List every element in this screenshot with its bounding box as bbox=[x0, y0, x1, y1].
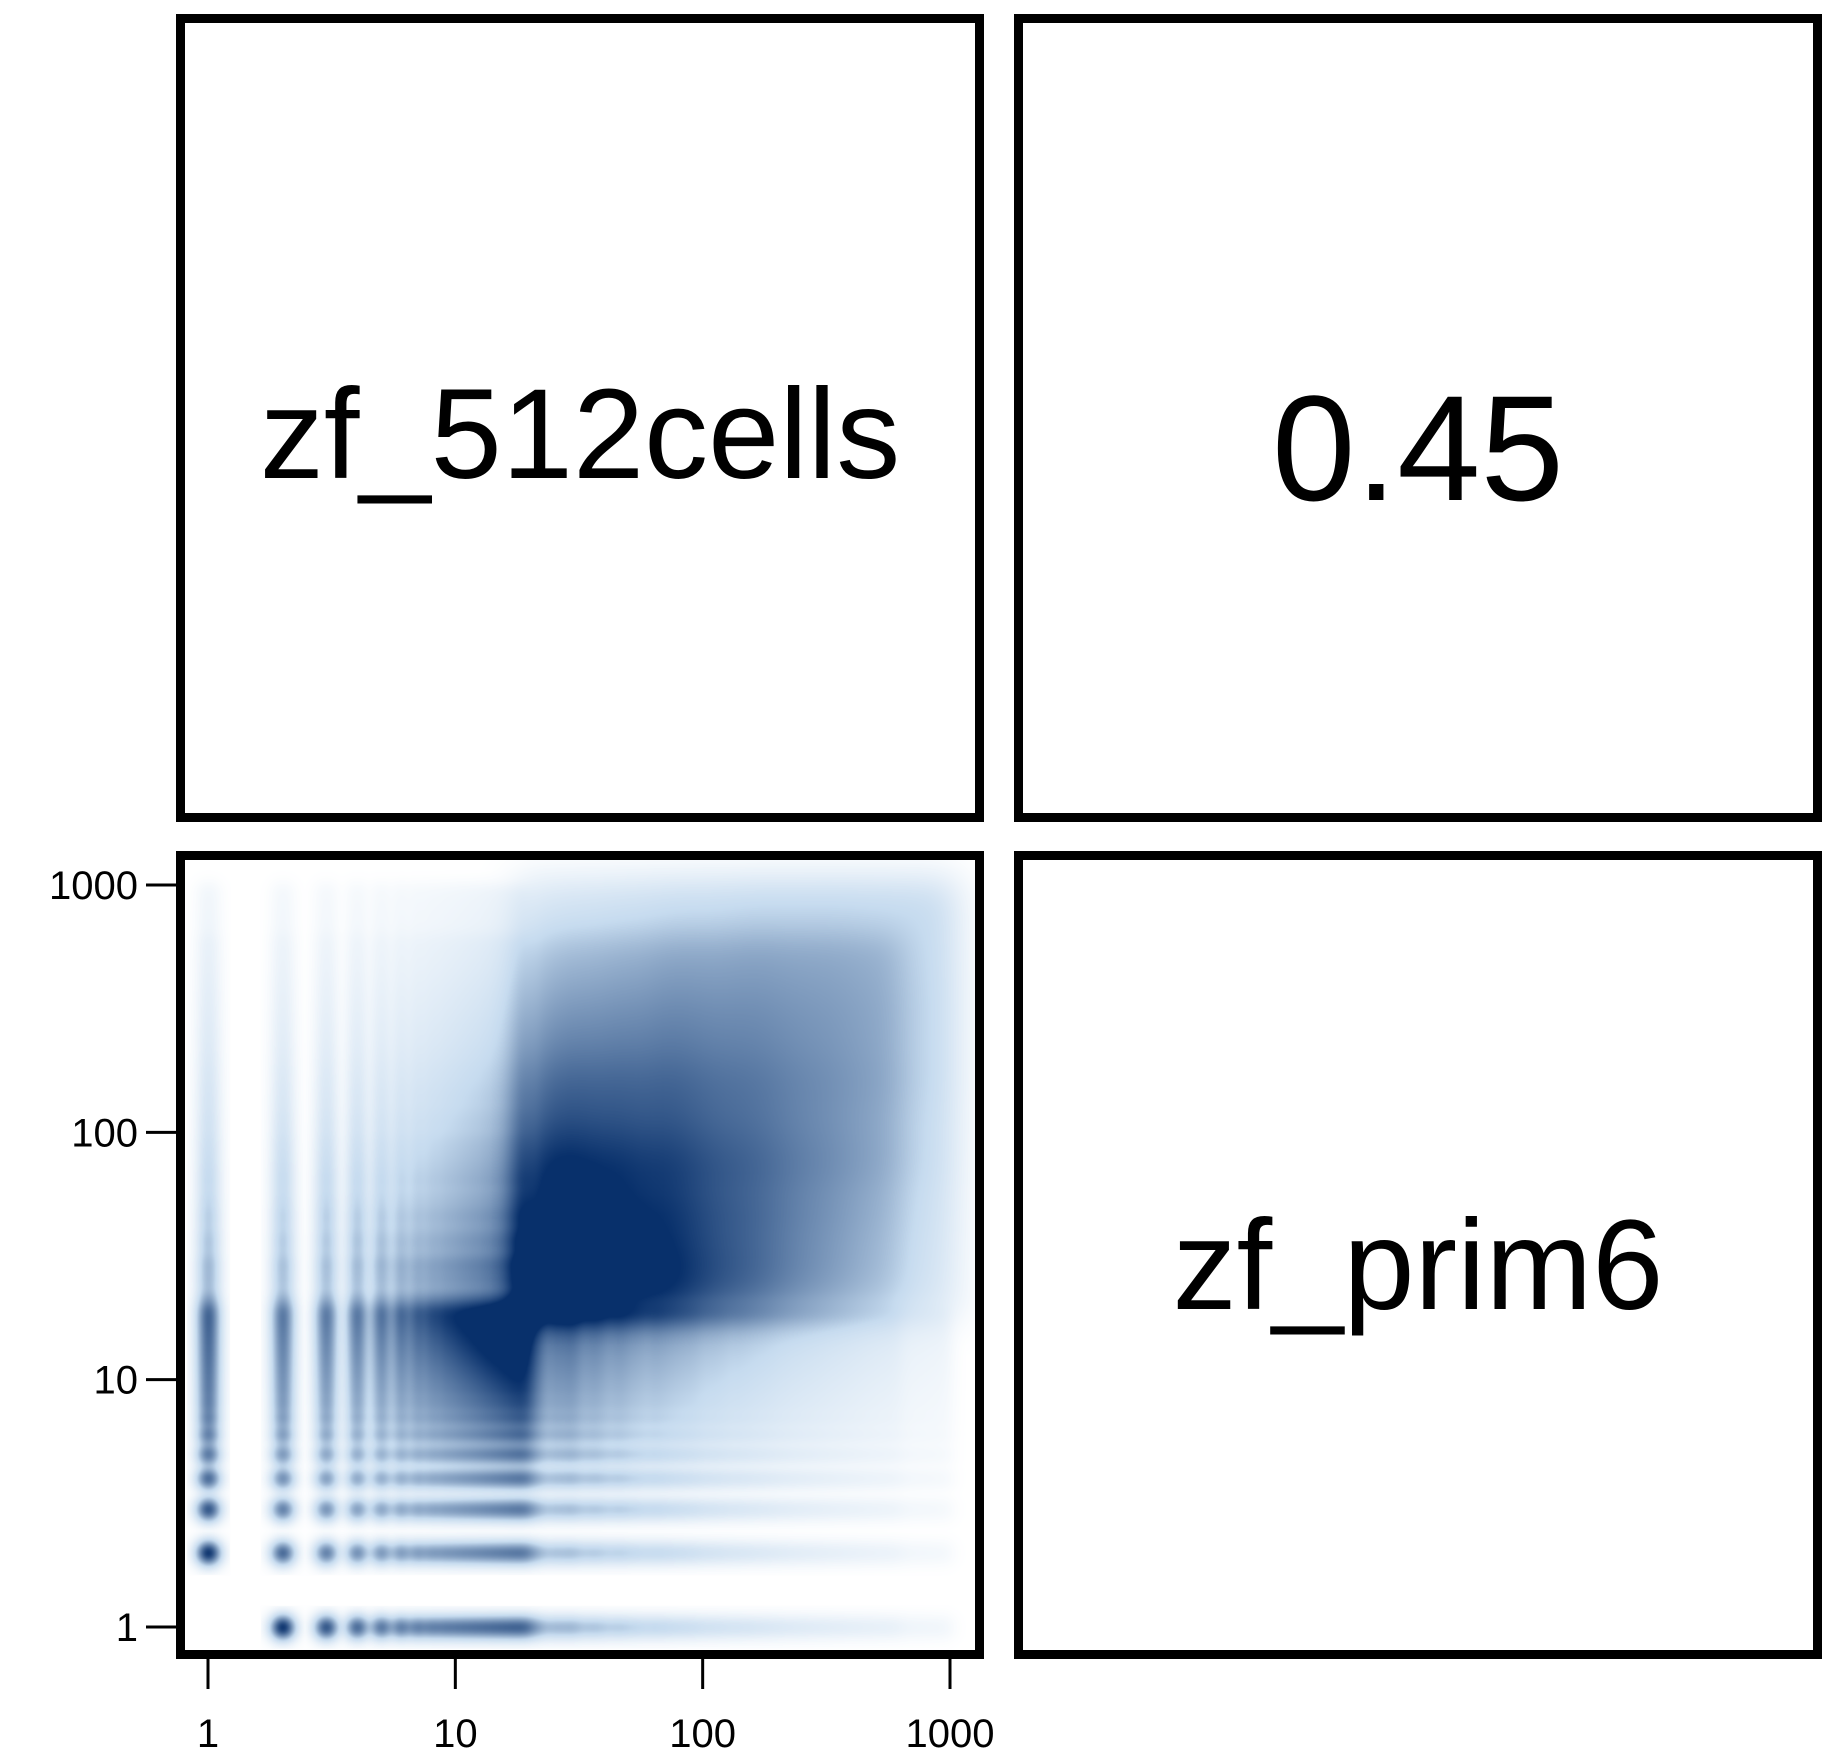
y-tick-label: 1 bbox=[116, 1606, 138, 1650]
x-tick-label: 10 bbox=[433, 1712, 478, 1751]
density-plot-area bbox=[185, 860, 975, 1650]
diagonal-panel-zf-prim6: zf_prim6 bbox=[1014, 851, 1822, 1659]
variable-label-zf-512cells: zf_512cells bbox=[259, 363, 901, 506]
y-tick-label: 10 bbox=[94, 1359, 139, 1403]
y-tick-label: 1000 bbox=[49, 864, 138, 908]
x-tick-label: 1 bbox=[197, 1712, 219, 1751]
variable-label-zf-prim6: zf_prim6 bbox=[1172, 1194, 1664, 1337]
scatter-density-panel bbox=[176, 851, 984, 1659]
diagonal-panel-zf-512cells: zf_512cells bbox=[176, 14, 984, 822]
x-tick-label: 1000 bbox=[906, 1712, 995, 1751]
y-tick-label: 100 bbox=[71, 1111, 138, 1155]
correlation-value: 0.45 bbox=[1272, 364, 1564, 532]
x-tick-label: 100 bbox=[669, 1712, 736, 1751]
correlation-panel: 0.45 bbox=[1014, 14, 1822, 822]
